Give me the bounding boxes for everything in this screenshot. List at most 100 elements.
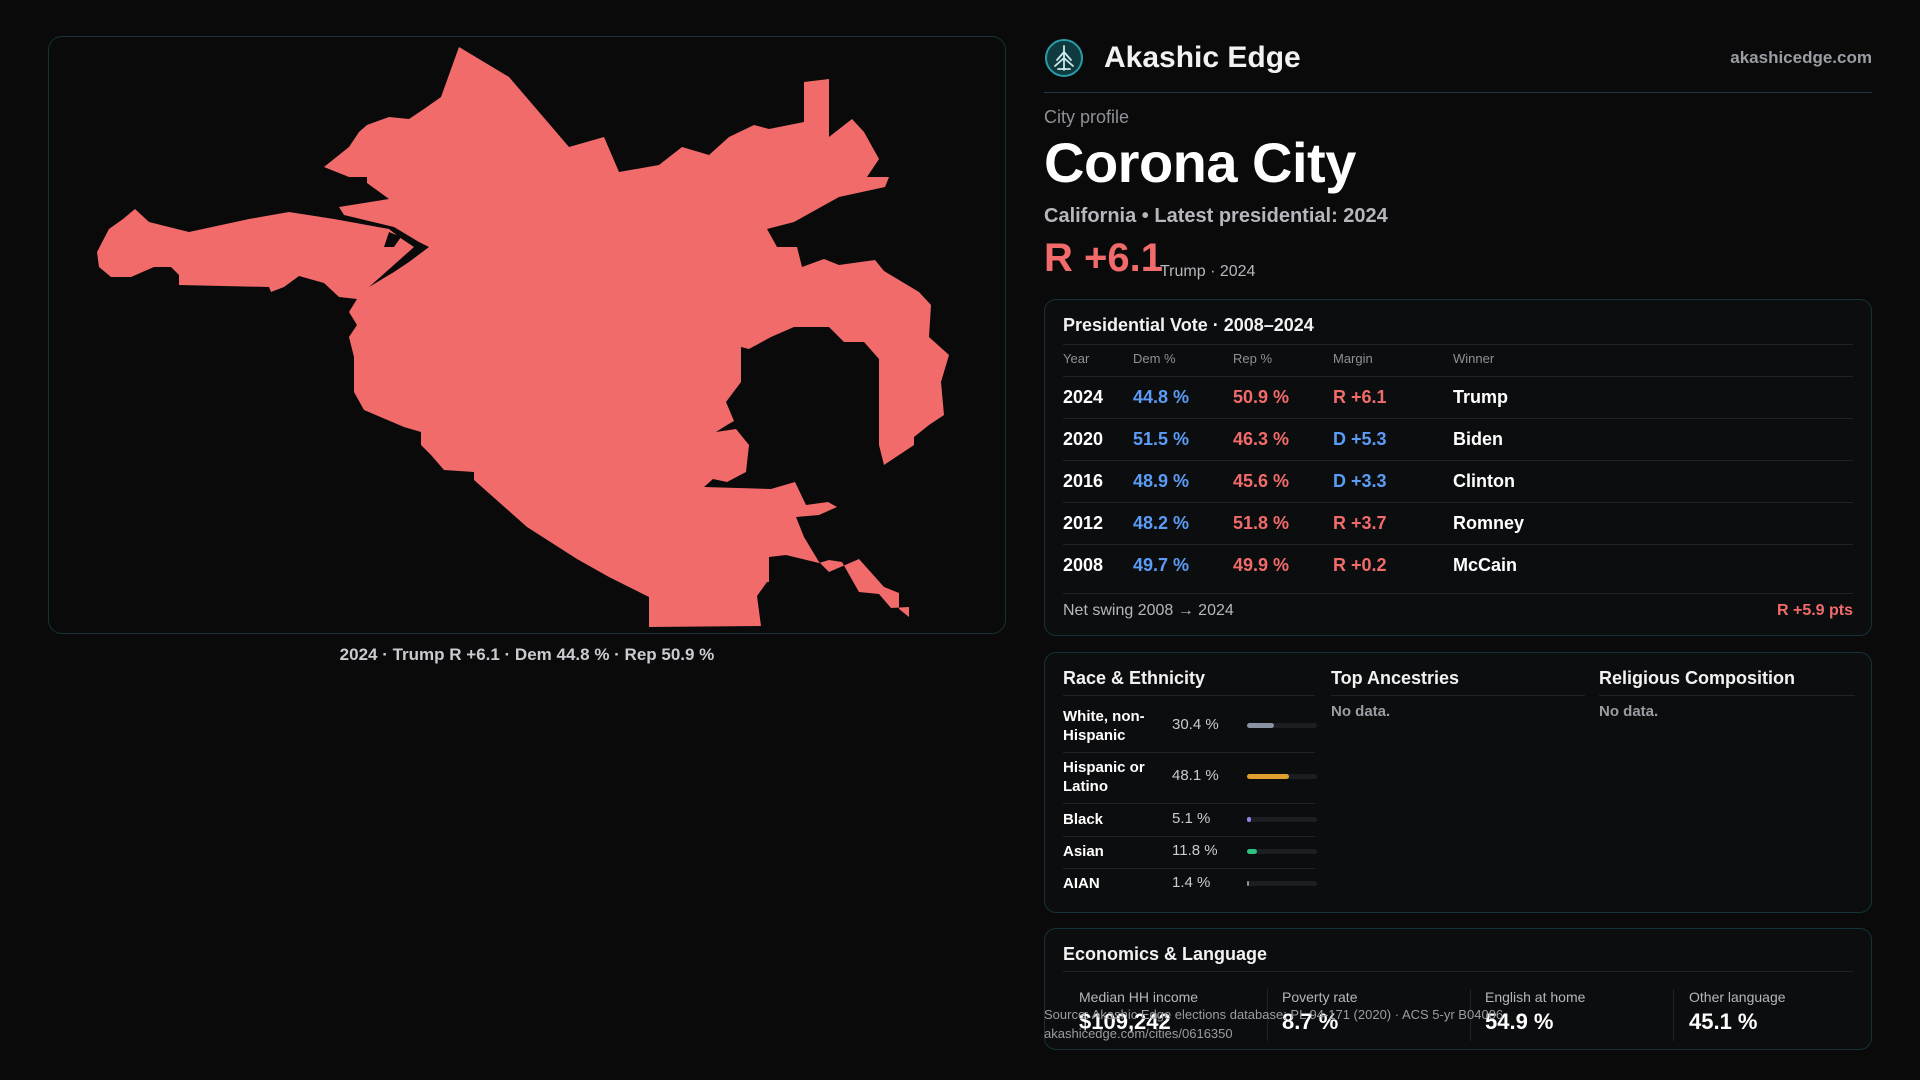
cell-rep-pct: 45.6 %: [1233, 471, 1290, 491]
table-row[interactable]: 2016 48.9 % 45.6 % D +3.3 Clinton: [1063, 460, 1853, 503]
source-url-link[interactable]: akashicedge.com/cities/0616350: [1044, 1026, 1233, 1041]
cell-dem-pct: 44.8 %: [1133, 387, 1190, 407]
race-percent: 1.4 %: [1172, 874, 1211, 891]
cell-year: 2008: [1063, 555, 1104, 575]
divider: [1063, 593, 1853, 594]
race-label: Hispanic or Latino: [1063, 759, 1145, 795]
divider: [1331, 695, 1585, 696]
race-bar-fill: [1247, 774, 1290, 779]
race-bar-track: [1247, 881, 1317, 886]
econ-value: $109,242: [1079, 1009, 1171, 1034]
demographics-card: Race & Ethnicity White, non-Hispanic 30.…: [1044, 652, 1872, 913]
city-boundary-shape[interactable]: [97, 47, 949, 627]
divider: [1673, 989, 1674, 1041]
cell-winner: Romney: [1453, 513, 1525, 533]
race-percent: 11.8 %: [1172, 842, 1218, 859]
cell-winner: Biden: [1453, 429, 1504, 449]
cell-margin: D +5.3: [1333, 429, 1387, 449]
race-bar-fill: [1247, 817, 1252, 822]
cell-year: 2016: [1063, 471, 1104, 491]
cell-rep-pct: 51.8 %: [1233, 513, 1290, 533]
cell-margin: R +3.7: [1333, 513, 1387, 533]
vote-card-title: Presidential Vote · 2008–2024: [1063, 315, 1314, 335]
econ-english-at-home: English at home 54.9 %: [1485, 989, 1585, 1035]
race-label: Asian: [1063, 843, 1104, 860]
divider: [1063, 971, 1853, 972]
net-swing-label: Net swing 2008 → 2024: [1063, 602, 1234, 619]
race-bar-fill: [1247, 723, 1274, 728]
presidential-vote-card: Presidential Vote · 2008–2024 Year Dem %…: [1044, 299, 1872, 636]
religion-empty-message: No data.: [1599, 703, 1659, 720]
profile-eyebrow: City profile: [1044, 107, 1130, 127]
list-item[interactable]: Asian 11.8 %: [1063, 837, 1317, 869]
econ-label: English at home: [1485, 989, 1586, 1005]
race-label: Black: [1063, 811, 1104, 828]
list-item[interactable]: AIAN 1.4 %: [1063, 869, 1317, 900]
divider: [1063, 344, 1853, 345]
list-item[interactable]: White, non-Hispanic 30.4 %: [1063, 703, 1317, 753]
cell-winner: McCain: [1453, 555, 1518, 575]
religious-composition-section: Religious Composition No data.: [1599, 653, 1855, 912]
econ-label: Other language: [1689, 989, 1786, 1005]
race-percent: 48.1 %: [1172, 767, 1219, 784]
table-row[interactable]: 2020 51.5 % 46.3 % D +5.3 Biden: [1063, 418, 1853, 461]
cell-dem-pct: 48.2 %: [1133, 513, 1190, 533]
race-bar-track: [1247, 849, 1317, 854]
cell-dem-pct: 49.7 %: [1133, 555, 1190, 575]
brand-name[interactable]: Akashic Edge: [1104, 41, 1301, 74]
economics-language-card: Economics & Language Median HH income $1…: [1044, 928, 1872, 1050]
column-header-dem: Dem %: [1133, 351, 1176, 366]
list-item[interactable]: Hispanic or Latino 48.1 %: [1063, 754, 1317, 804]
profile-subtitle: California • Latest presidential: 2024: [1044, 205, 1388, 227]
cell-rep-pct: 50.9 %: [1233, 387, 1290, 407]
econ-label: Median HH income: [1079, 989, 1199, 1005]
page-title: Corona City: [1044, 131, 1356, 194]
divider: [1063, 695, 1315, 696]
econ-poverty-rate: Poverty rate 8.7 %: [1282, 989, 1357, 1035]
econ-median-income: Median HH income $109,242: [1079, 989, 1198, 1035]
brand-header: Akashic Edge akashicedge.com: [1044, 36, 1872, 93]
cell-winner: Clinton: [1453, 471, 1515, 491]
map-hole-north-sliver: [384, 232, 401, 247]
cell-winner: Trump: [1453, 387, 1509, 407]
cell-margin: R +0.2: [1333, 555, 1387, 575]
column-header-winner: Winner: [1453, 351, 1495, 366]
cell-margin: R +6.1: [1333, 387, 1387, 407]
city-map-panel[interactable]: [48, 36, 1006, 634]
divider: [1470, 989, 1471, 1041]
table-row[interactable]: 2024 44.8 % 50.9 % R +6.1 Trump: [1063, 376, 1853, 419]
brand-url-link[interactable]: akashicedge.com: [1730, 48, 1872, 67]
divider: [1267, 989, 1268, 1041]
map-caption: 2024 · Trump R +6.1 · Dem 44.8 % · Rep 5…: [339, 645, 715, 664]
cell-year: 2020: [1063, 429, 1104, 449]
table-row[interactable]: 2012 48.2 % 51.8 % R +3.7 Romney: [1063, 502, 1853, 545]
tree-emblem-icon[interactable]: [1044, 38, 1084, 78]
race-label: AIAN: [1063, 875, 1100, 892]
econ-label: Poverty rate: [1282, 989, 1358, 1005]
race-ethnicity-section: Race & Ethnicity White, non-Hispanic 30.…: [1063, 653, 1317, 912]
cell-year: 2012: [1063, 513, 1104, 533]
list-item[interactable]: Black 5.1 %: [1063, 805, 1317, 837]
city-boundary-map: [97, 47, 949, 627]
headline-winner: Trump · 2024: [1160, 263, 1256, 280]
econ-value: 8.7 %: [1282, 1009, 1339, 1034]
headline-margin: R +6.1: [1044, 236, 1163, 280]
race-bar-track: [1247, 723, 1317, 728]
column-header-year: Year: [1063, 351, 1090, 366]
race-bar-track: [1247, 774, 1317, 779]
econ-other-language: Other language 45.1 %: [1689, 989, 1786, 1035]
race-percent: 5.1 %: [1172, 810, 1211, 827]
cell-year: 2024: [1063, 387, 1104, 407]
cell-dem-pct: 51.5 %: [1133, 429, 1190, 449]
econ-value: 54.9 %: [1485, 1009, 1554, 1034]
table-row[interactable]: 2008 49.7 % 49.9 % R +0.2 McCain: [1063, 544, 1853, 587]
cell-rep-pct: 46.3 %: [1233, 429, 1290, 449]
source-footnote: Source: Akashic Edge elections database;…: [1044, 1005, 1503, 1043]
column-header-margin: Margin: [1333, 351, 1373, 366]
race-bar-fill: [1247, 881, 1249, 886]
race-percent: 30.4 %: [1172, 716, 1219, 733]
cell-rep-pct: 49.9 %: [1233, 555, 1290, 575]
net-swing-value: R +5.9 pts: [1776, 602, 1853, 619]
ancestries-empty-message: No data.: [1331, 703, 1391, 720]
column-header-rep: Rep %: [1233, 351, 1273, 366]
